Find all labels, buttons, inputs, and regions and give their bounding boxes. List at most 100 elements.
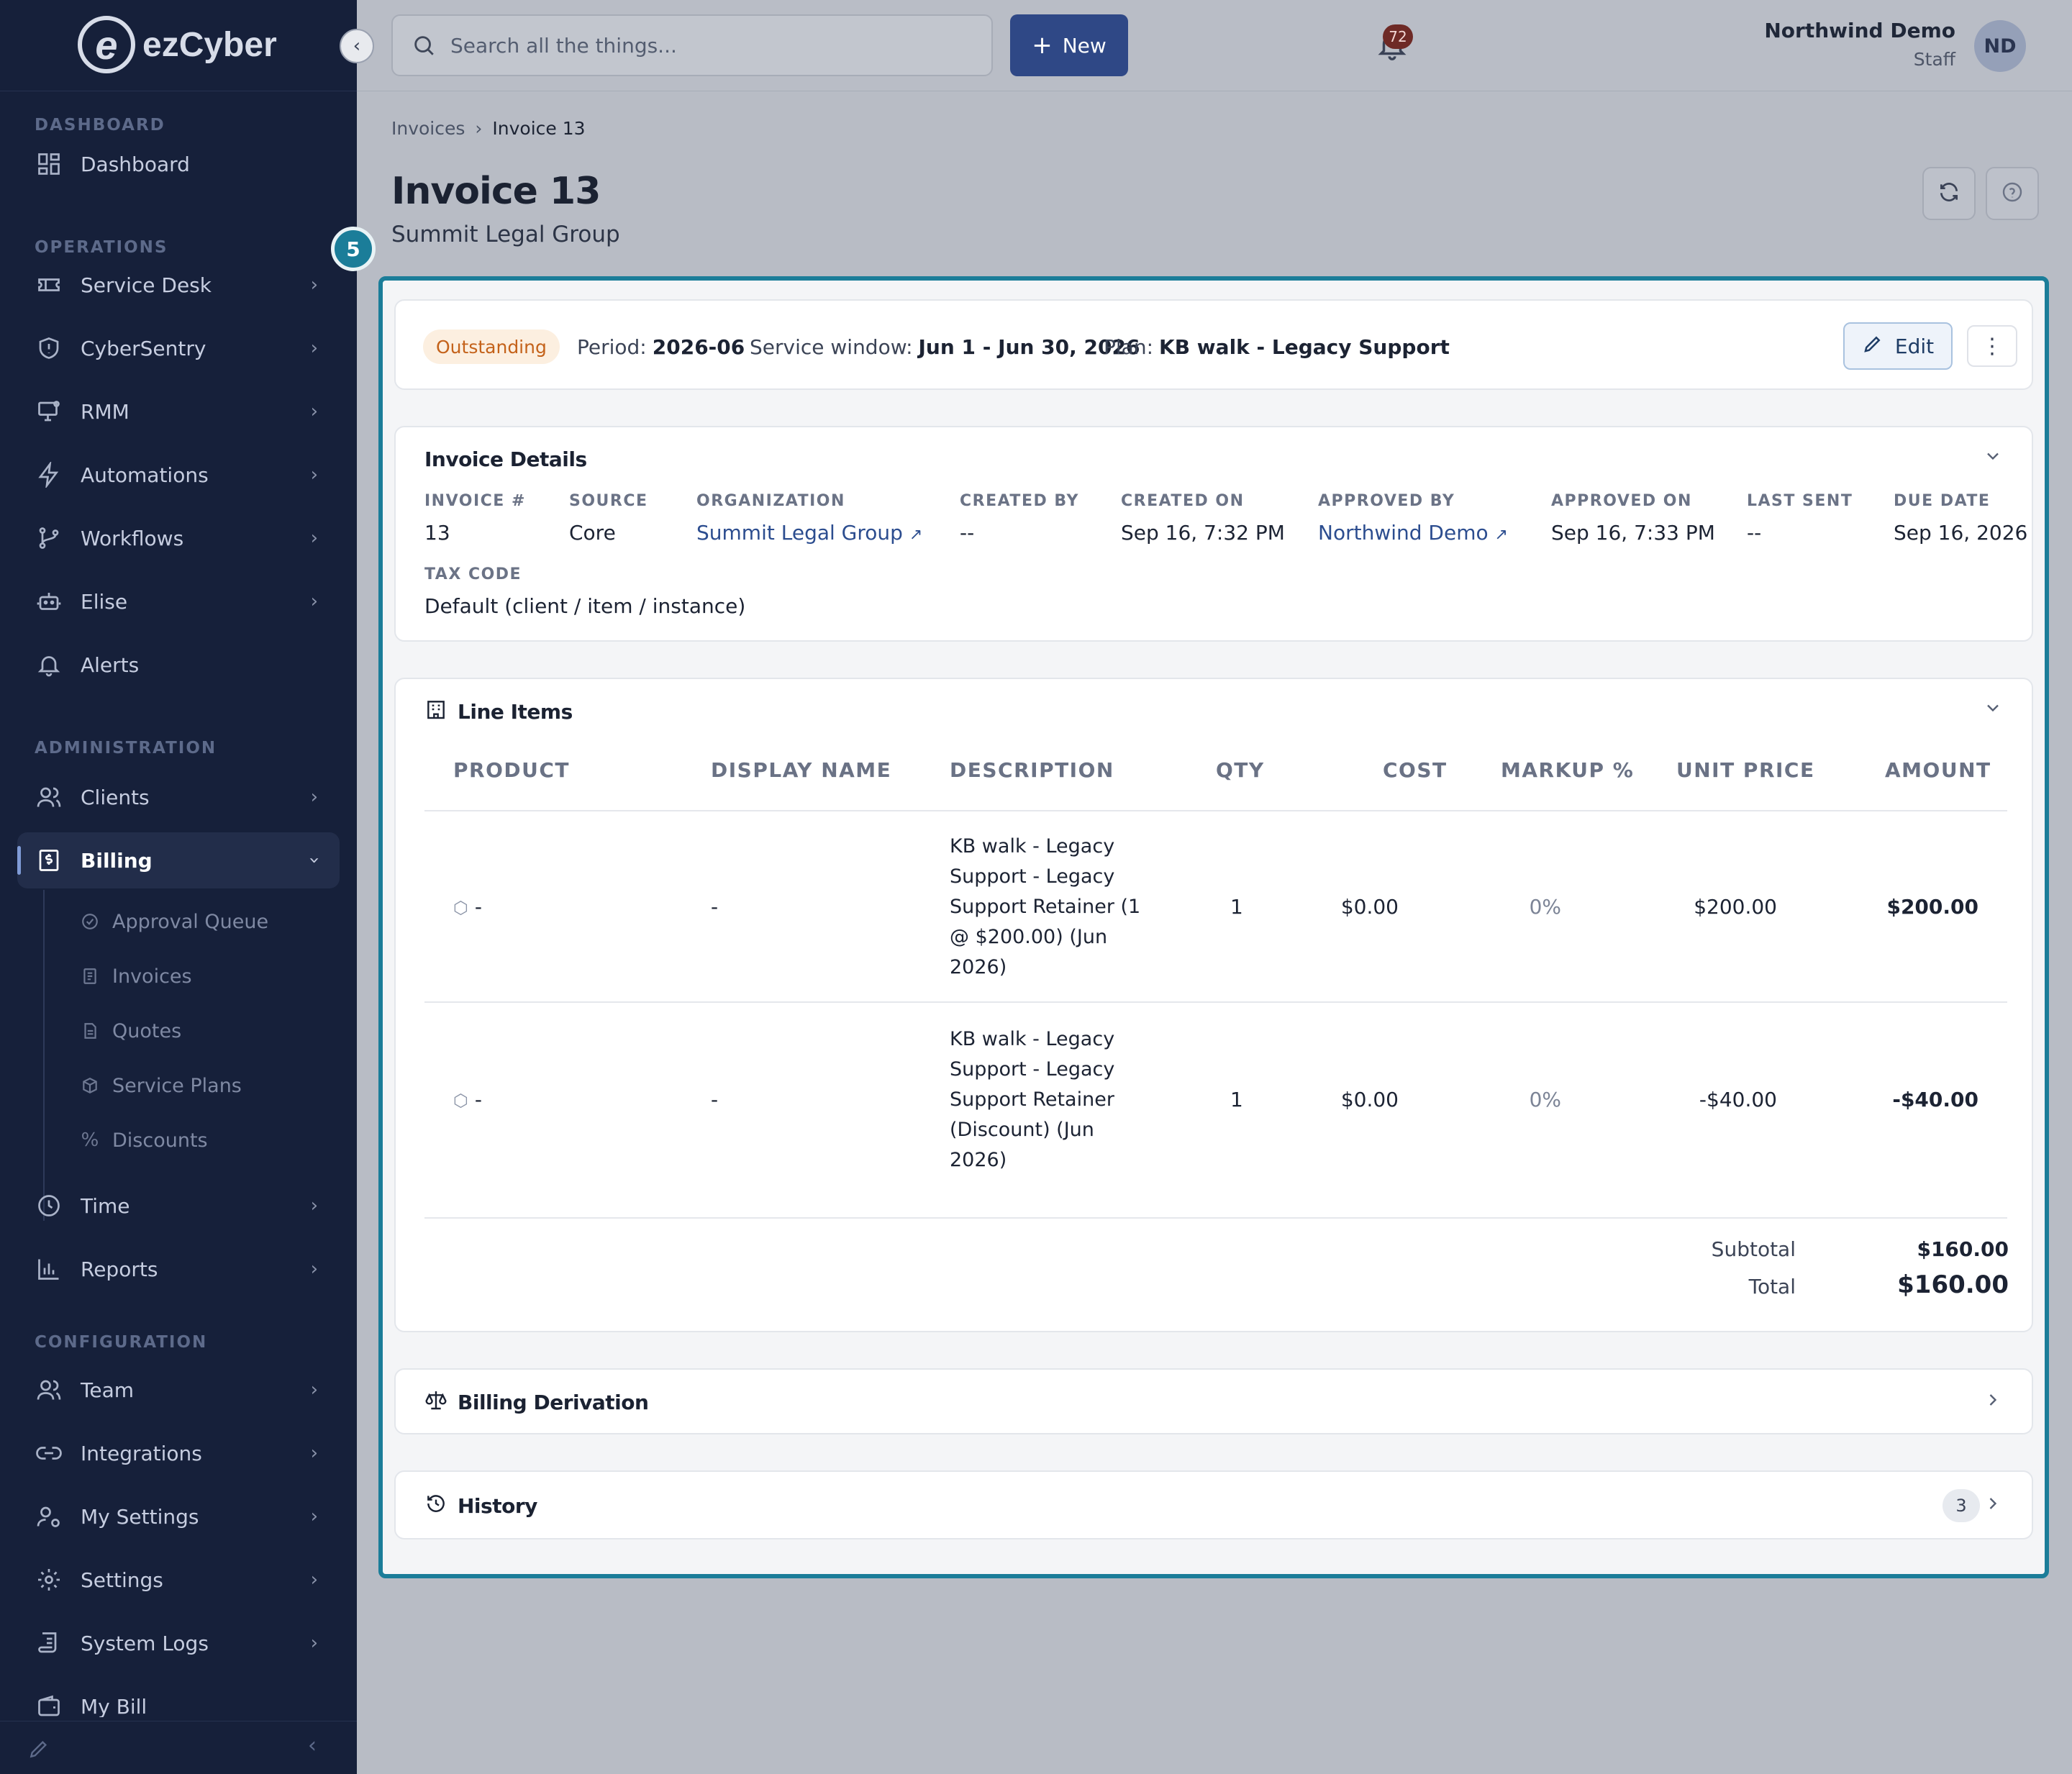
column-header-markup[interactable]: MARKUP % bbox=[1501, 758, 1635, 782]
edit-button-label: Edit bbox=[1894, 334, 1935, 358]
sidebar-item-reports[interactable]: Reports › bbox=[17, 1241, 340, 1297]
help-button[interactable] bbox=[1986, 167, 2039, 220]
column-header-cost[interactable]: COST bbox=[1383, 758, 1448, 782]
new-button-label: New bbox=[1062, 33, 1107, 58]
sidebar-item-system-logs[interactable]: System Logs › bbox=[17, 1615, 340, 1671]
display-name-cell: - bbox=[711, 895, 719, 919]
sidebar-toggle-button[interactable]: ‹ bbox=[340, 29, 374, 63]
branch-icon bbox=[35, 524, 63, 552]
sidebar-subitem-service-plans[interactable]: Service Plans bbox=[81, 1064, 242, 1107]
sidebar-item-dashboard[interactable]: Dashboard bbox=[17, 136, 340, 192]
chevron-right-icon: › bbox=[310, 337, 318, 359]
sidebar-item-label: Workflows bbox=[81, 526, 184, 550]
sidebar-subitem-label: Invoices bbox=[112, 965, 192, 988]
organization-link[interactable]: Summit Legal Group ↗ bbox=[696, 521, 922, 545]
sidebar-item-team[interactable]: Team › bbox=[17, 1362, 340, 1418]
chevron-right-icon: › bbox=[310, 1442, 318, 1464]
sidebar-item-integrations[interactable]: Integrations › bbox=[17, 1425, 340, 1481]
shield-icon bbox=[35, 334, 63, 363]
period-meta: Period: 2026-06 bbox=[577, 329, 745, 364]
sidebar-item-rmm[interactable]: RMM › bbox=[17, 383, 340, 440]
sidebar-item-label: System Logs bbox=[81, 1631, 209, 1655]
lightning-icon bbox=[35, 460, 63, 489]
app-logo[interactable]: e ezCyber bbox=[78, 16, 277, 73]
chevron-right-icon: › bbox=[310, 527, 318, 549]
history-icon bbox=[424, 1492, 447, 1520]
pencil-icon bbox=[1862, 333, 1884, 360]
page-title: Invoice 13 bbox=[391, 170, 601, 213]
invoice-details-header[interactable]: Invoice Details bbox=[424, 447, 587, 471]
plan-value: KB walk - Legacy Support bbox=[1159, 335, 1450, 359]
user-role: Staff bbox=[1913, 49, 1955, 70]
field-label-created-on: CREATED ON bbox=[1121, 492, 1245, 510]
field-label-approved-by: APPROVED BY bbox=[1318, 492, 1455, 510]
sidebar-item-label: Integrations bbox=[81, 1441, 202, 1465]
billing-icon bbox=[35, 846, 63, 875]
column-header-product[interactable]: PRODUCT bbox=[453, 758, 571, 782]
monitor-icon bbox=[35, 397, 63, 426]
chevron-right-icon bbox=[1983, 1390, 2003, 1415]
history-card[interactable]: History 3 bbox=[394, 1470, 2033, 1539]
breadcrumb: Invoices › Invoice 13 bbox=[391, 118, 586, 139]
sidebar-item-workflows[interactable]: Workflows › bbox=[17, 510, 340, 566]
sidebar-item-automations[interactable]: Automations › bbox=[17, 447, 340, 503]
column-header-amount[interactable]: AMOUNT bbox=[1885, 758, 1991, 782]
sidebar-item-label: Billing bbox=[81, 848, 153, 873]
description-cell: KB walk - Legacy Support - Legacy Suppor… bbox=[950, 1028, 1115, 1171]
chevron-down-icon[interactable] bbox=[1983, 698, 2003, 723]
edit-button[interactable]: Edit bbox=[1843, 322, 1953, 370]
sidebar-subitem-discounts[interactable]: % Discounts bbox=[81, 1119, 208, 1162]
chevron-right-icon bbox=[1983, 1493, 2003, 1519]
sidebar-item-settings[interactable]: Settings › bbox=[17, 1552, 340, 1608]
sidebar-item-cybersentry[interactable]: CyberSentry › bbox=[17, 320, 340, 376]
sidebar-item-my-bill[interactable]: My Bill bbox=[17, 1678, 340, 1717]
pencil-icon[interactable] bbox=[27, 1737, 50, 1763]
sidebar-subitem-quotes[interactable]: Quotes bbox=[81, 1009, 181, 1052]
breadcrumb-invoices-link[interactable]: Invoices bbox=[391, 118, 465, 139]
team-icon bbox=[35, 1375, 63, 1404]
more-options-button[interactable]: ⋮ bbox=[1967, 325, 2017, 367]
line-items-title: Line Items bbox=[458, 700, 573, 724]
notification-count-badge: 72 bbox=[1383, 24, 1413, 49]
sidebar-item-alerts[interactable]: Alerts bbox=[17, 637, 340, 693]
column-header-qty[interactable]: QTY bbox=[1216, 758, 1265, 782]
column-header-display-name[interactable]: DISPLAY NAME bbox=[711, 758, 892, 782]
sidebar-item-clients[interactable]: Clients › bbox=[17, 769, 340, 825]
invoice-icon bbox=[81, 967, 99, 986]
chevron-right-icon: › bbox=[310, 1632, 318, 1654]
sidebar-item-time[interactable]: Time › bbox=[17, 1178, 340, 1234]
check-circle-icon bbox=[81, 912, 99, 931]
field-value-last-sent: -- bbox=[1747, 521, 1762, 545]
approved-by-link[interactable]: Northwind Demo ↗ bbox=[1318, 521, 1508, 545]
totals-divider bbox=[424, 1217, 2007, 1219]
table-header-divider bbox=[424, 810, 2007, 811]
field-value-approved-on: Sep 16, 7:33 PM bbox=[1551, 521, 1715, 545]
sidebar-item-label: Team bbox=[81, 1378, 135, 1402]
column-header-unit-price[interactable]: UNIT PRICE bbox=[1676, 758, 1815, 782]
sidebar-subitem-invoices[interactable]: Invoices bbox=[81, 955, 192, 998]
collapse-sidebar-icon[interactable]: ‹ bbox=[308, 1733, 317, 1758]
chevron-right-icon: › bbox=[310, 401, 318, 422]
sidebar-item-billing[interactable]: Billing › bbox=[17, 832, 340, 888]
new-button[interactable]: + New bbox=[1010, 14, 1128, 76]
avatar[interactable]: ND bbox=[1974, 20, 2026, 72]
sidebar-subitem-approval-queue[interactable]: Approval Queue bbox=[81, 900, 268, 943]
search-input[interactable]: Search all the things... bbox=[391, 14, 993, 76]
sidebar-item-label: My Bill bbox=[81, 1694, 147, 1718]
chevron-right-icon: › bbox=[310, 1569, 318, 1591]
refresh-button[interactable] bbox=[1922, 167, 1976, 220]
billing-derivation-title: Billing Derivation bbox=[458, 1391, 649, 1414]
sidebar-item-service-desk[interactable]: Service Desk › bbox=[17, 257, 340, 313]
chevron-down-icon[interactable] bbox=[1983, 446, 2003, 471]
user-name[interactable]: Northwind Demo bbox=[1764, 19, 1955, 42]
sidebar-item-elise[interactable]: Elise › bbox=[17, 573, 340, 629]
column-header-description[interactable]: DESCRIPTION bbox=[950, 758, 1114, 782]
history-header: History bbox=[424, 1492, 537, 1520]
field-value-due-date: Sep 16, 2026 bbox=[1894, 521, 2028, 545]
service-window-label: Service window: bbox=[750, 335, 913, 359]
more-vertical-icon: ⋮ bbox=[1981, 333, 2003, 359]
sidebar-item-my-settings[interactable]: My Settings › bbox=[17, 1488, 340, 1545]
line-items-header[interactable]: Line Items bbox=[424, 698, 573, 726]
sidebar-item-label: Alerts bbox=[81, 652, 140, 677]
billing-derivation-card[interactable]: Billing Derivation bbox=[394, 1368, 2033, 1434]
